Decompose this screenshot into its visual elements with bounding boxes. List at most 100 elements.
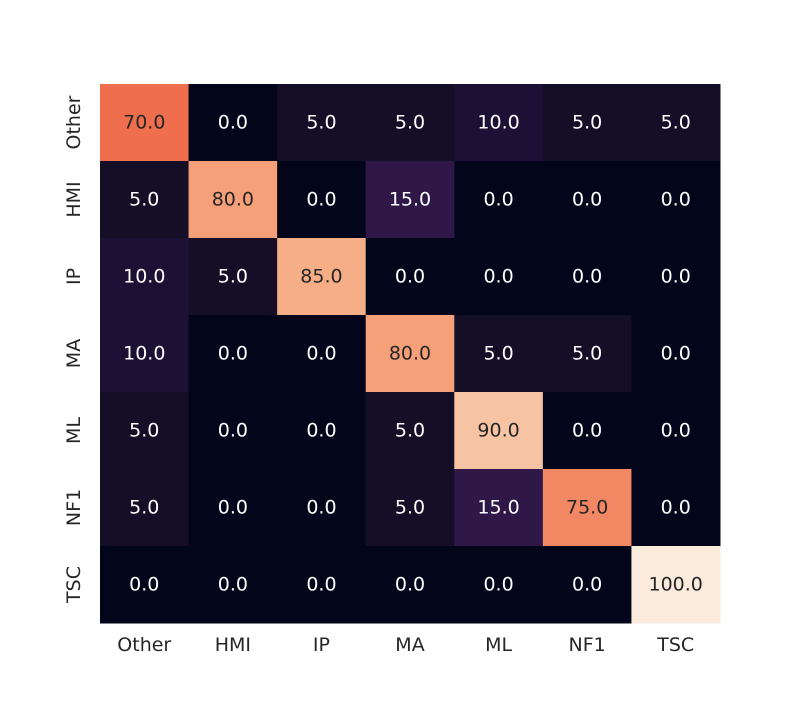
cell-value-labels: 70.0 0.0 5.0 5.0 10.0 5.0 5.0 5.0 80.0 0.0 15.0 0.0…: [123, 112, 703, 596]
cell-value-label: 0.0: [572, 189, 602, 211]
heatmap-cell: [542, 392, 632, 470]
heatmap-cell: [631, 315, 721, 393]
x-tick-label: HMI: [215, 634, 251, 656]
y-tick-label: HMI: [63, 181, 85, 217]
heatmap-cell: [542, 315, 632, 393]
cell-value-label: 0.0: [306, 420, 336, 442]
heatmap-cell: [365, 315, 455, 393]
heatmap-cell: [631, 469, 721, 547]
cell-value-label: 75.0: [566, 497, 608, 519]
cell-value-label: 70.0: [123, 112, 165, 134]
heatmap-cell: [542, 469, 632, 547]
y-axis-tick-labels: Other HMI IP MA ML NF1 TSC: [63, 95, 85, 604]
cell-value-label: 0.0: [661, 420, 691, 442]
heatmap-cell: [188, 392, 278, 470]
cell-value-label: 5.0: [395, 497, 425, 519]
heatmap-cells: [100, 84, 721, 624]
cell-value-label: 5.0: [129, 497, 159, 519]
cell-value-label: 10.0: [123, 343, 165, 365]
cell-value-label: 0.0: [483, 266, 513, 288]
heatmap-cell: [277, 84, 367, 162]
cell-value-label: 5.0: [395, 112, 425, 134]
cell-value-label: 0.0: [572, 266, 602, 288]
heatmap-cell: [277, 546, 367, 624]
heatmap-cell: [188, 84, 278, 162]
heatmap-cell: [542, 546, 632, 624]
heatmap-cell: [188, 161, 278, 239]
heatmap-cell: [365, 546, 455, 624]
heatmap-cell: [454, 546, 544, 624]
heatmap-cell: [454, 315, 544, 393]
heatmap-cell: [100, 315, 190, 393]
cell-value-label: 15.0: [477, 497, 519, 519]
heatmap-cell: [631, 161, 721, 239]
cell-value-label: 0.0: [395, 574, 425, 596]
cell-value-label: 0.0: [129, 574, 159, 596]
heatmap-cell: [188, 546, 278, 624]
y-tick-label: ML: [63, 417, 85, 444]
cell-value-label: 0.0: [661, 497, 691, 519]
cell-value-label: 5.0: [306, 112, 336, 134]
cell-value-label: 10.0: [477, 112, 519, 134]
cell-value-label: 100.0: [649, 574, 703, 596]
heatmap-cell: [100, 161, 190, 239]
cell-value-label: 0.0: [218, 343, 248, 365]
x-tick-label: IP: [313, 634, 330, 656]
cell-value-label: 0.0: [218, 112, 248, 134]
heatmap-cell: [188, 238, 278, 316]
cell-value-label: 0.0: [306, 343, 336, 365]
x-tick-label: Other: [117, 634, 171, 656]
cell-value-label: 90.0: [477, 420, 519, 442]
cell-value-label: 0.0: [306, 574, 336, 596]
heatmap-cell: [365, 469, 455, 547]
cell-value-label: 0.0: [661, 266, 691, 288]
x-tick-label: MA: [395, 634, 424, 656]
heatmap-cell: [631, 84, 721, 162]
cell-value-label: 0.0: [218, 497, 248, 519]
cell-value-label: 5.0: [129, 420, 159, 442]
cell-value-label: 0.0: [483, 574, 513, 596]
cell-value-label: 5.0: [572, 112, 602, 134]
cell-value-label: 80.0: [389, 343, 431, 365]
x-tick-label: TSC: [656, 634, 694, 656]
cell-value-label: 0.0: [661, 189, 691, 211]
heatmap-cell: [100, 392, 190, 470]
heatmap-cell: [454, 238, 544, 316]
cell-value-label: 5.0: [661, 112, 691, 134]
heatmap-cell: [100, 546, 190, 624]
heatmap-cell: [365, 392, 455, 470]
cell-value-label: 80.0: [212, 189, 254, 211]
cell-value-label: 10.0: [123, 266, 165, 288]
heatmap-cell: [631, 546, 721, 624]
cell-value-label: 0.0: [661, 343, 691, 365]
cell-value-label: 15.0: [389, 189, 431, 211]
y-tick-label: NF1: [63, 489, 85, 526]
heatmap-cell: [100, 469, 190, 547]
x-tick-label: NF1: [569, 634, 606, 656]
heatmap-cell: [277, 392, 367, 470]
y-tick-label: MA: [63, 339, 85, 368]
x-tick-label: ML: [485, 634, 512, 656]
heatmap-cell: [542, 161, 632, 239]
heatmap-cell: [631, 238, 721, 316]
cell-value-label: 0.0: [395, 266, 425, 288]
cell-value-label: 0.0: [483, 189, 513, 211]
cell-value-label: 0.0: [572, 420, 602, 442]
cell-value-label: 0.0: [572, 574, 602, 596]
heatmap-cell: [277, 315, 367, 393]
cell-value-label: 5.0: [395, 420, 425, 442]
heatmap-cell: [542, 238, 632, 316]
heatmap-cell: [277, 161, 367, 239]
heatmap-cell: [100, 238, 190, 316]
heatmap-cell: [277, 238, 367, 316]
cell-value-label: 5.0: [218, 266, 248, 288]
heatmap-cell: [542, 84, 632, 162]
y-tick-label: Other: [63, 95, 85, 149]
heatmap-cell: [188, 315, 278, 393]
cell-value-label: 5.0: [129, 189, 159, 211]
y-tick-label: TSC: [63, 566, 85, 604]
cell-value-label: 5.0: [483, 343, 513, 365]
cell-value-label: 85.0: [300, 266, 342, 288]
